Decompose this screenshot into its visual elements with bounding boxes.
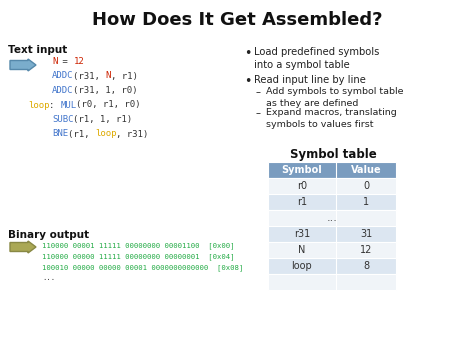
Text: =: = — [57, 57, 73, 66]
FancyBboxPatch shape — [268, 210, 396, 226]
Text: loop: loop — [292, 261, 312, 271]
Text: Value: Value — [351, 165, 381, 175]
Text: 100010 00000 00000 00001 0000000000000  [0x08]: 100010 00000 00000 00001 0000000000000 [… — [42, 264, 243, 271]
Text: r31: r31 — [294, 229, 310, 239]
Text: –: – — [256, 108, 261, 118]
Text: 31: 31 — [360, 229, 372, 239]
Text: Expand macros, translating
symbols to values first: Expand macros, translating symbols to va… — [266, 108, 397, 129]
FancyBboxPatch shape — [268, 226, 396, 242]
Text: N: N — [106, 71, 111, 81]
FancyBboxPatch shape — [268, 194, 396, 210]
Text: ADDC: ADDC — [52, 86, 73, 95]
Text: r0: r0 — [297, 181, 307, 191]
Text: Load predefined symbols
into a symbol table: Load predefined symbols into a symbol ta… — [254, 47, 379, 70]
FancyBboxPatch shape — [268, 162, 396, 178]
Text: Read input line by line: Read input line by line — [254, 75, 366, 85]
Text: •: • — [244, 47, 251, 60]
Text: ADDC: ADDC — [52, 71, 73, 81]
Text: N: N — [298, 245, 306, 255]
Text: 8: 8 — [363, 261, 369, 271]
Text: Symbol: Symbol — [282, 165, 322, 175]
Text: ...: ... — [42, 275, 55, 281]
Text: 110000 00000 11111 00000000 00000001  [0x04]: 110000 00000 11111 00000000 00000001 [0x… — [42, 253, 235, 260]
Text: How Does It Get Assembled?: How Does It Get Assembled? — [92, 11, 382, 29]
Text: 110000 00001 11111 00000000 00001100  [0x00]: 110000 00001 11111 00000000 00001100 [0x… — [42, 242, 235, 249]
FancyBboxPatch shape — [268, 258, 396, 274]
Text: SUBC: SUBC — [52, 115, 73, 124]
Text: (r31,: (r31, — [73, 71, 106, 81]
Text: BNE: BNE — [52, 130, 68, 138]
Text: (r1, 1, r1): (r1, 1, r1) — [73, 115, 133, 124]
FancyBboxPatch shape — [268, 274, 396, 290]
Text: , r31): , r31) — [117, 130, 149, 138]
Text: loop: loop — [95, 130, 117, 138]
FancyBboxPatch shape — [268, 178, 396, 194]
Text: 1: 1 — [363, 197, 369, 207]
Text: :: : — [49, 100, 60, 109]
Text: (r1,: (r1, — [68, 130, 95, 138]
Text: loop: loop — [28, 100, 49, 109]
FancyArrow shape — [10, 241, 36, 253]
Text: N: N — [52, 57, 57, 66]
Text: •: • — [244, 75, 251, 88]
Text: (r0, r1, r0): (r0, r1, r0) — [76, 100, 141, 109]
Text: 12: 12 — [73, 57, 84, 66]
Text: Text input: Text input — [8, 45, 67, 55]
Text: –: – — [256, 87, 261, 97]
Text: Add symbols to symbol table
as they are defined: Add symbols to symbol table as they are … — [266, 87, 403, 108]
Text: Symbol table: Symbol table — [290, 148, 376, 161]
Text: Binary output: Binary output — [8, 230, 89, 240]
Text: MUL: MUL — [60, 100, 76, 109]
Text: r1: r1 — [297, 197, 307, 207]
Text: ...: ... — [327, 213, 337, 223]
Text: , r1): , r1) — [111, 71, 138, 81]
Text: 0: 0 — [363, 181, 369, 191]
Text: 12: 12 — [360, 245, 372, 255]
Text: (r31, 1, r0): (r31, 1, r0) — [73, 86, 138, 95]
FancyArrow shape — [10, 59, 36, 71]
FancyBboxPatch shape — [268, 242, 396, 258]
